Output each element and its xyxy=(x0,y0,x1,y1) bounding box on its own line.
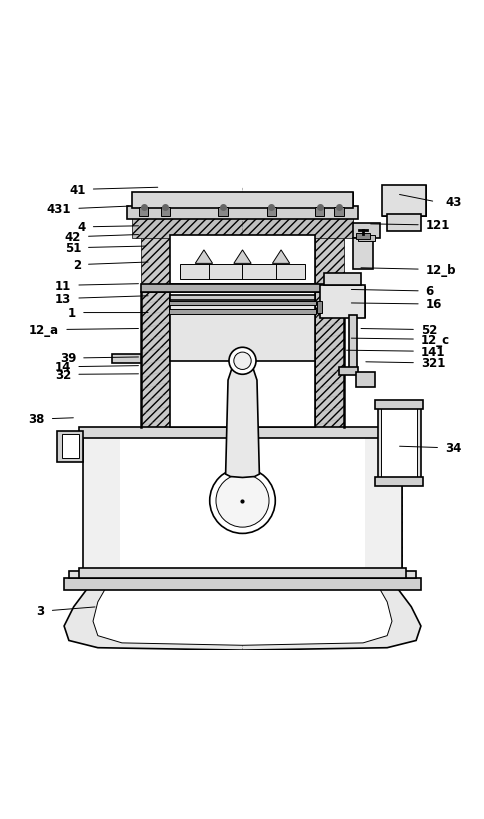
Bar xyxy=(338,367,358,376)
Text: 39: 39 xyxy=(60,352,76,365)
Text: 6: 6 xyxy=(425,285,433,298)
Circle shape xyxy=(209,468,275,534)
Bar xyxy=(374,478,423,486)
Bar xyxy=(333,208,343,217)
Bar xyxy=(69,571,415,578)
Polygon shape xyxy=(64,559,420,650)
Text: 14: 14 xyxy=(55,360,71,373)
Polygon shape xyxy=(195,251,212,264)
Text: 141: 141 xyxy=(420,346,444,358)
Bar xyxy=(320,286,364,318)
Text: 1: 1 xyxy=(68,306,76,319)
Bar xyxy=(180,265,304,279)
Text: 32: 32 xyxy=(55,369,71,382)
Bar xyxy=(131,217,353,238)
Bar xyxy=(78,428,406,438)
Bar xyxy=(314,208,324,217)
Bar xyxy=(381,186,425,217)
Text: 34: 34 xyxy=(444,441,460,455)
Bar xyxy=(160,208,170,217)
Text: 4: 4 xyxy=(77,221,86,234)
Text: 321: 321 xyxy=(420,357,444,369)
Text: 41: 41 xyxy=(69,183,86,197)
Bar xyxy=(314,236,343,284)
Bar xyxy=(83,436,401,571)
Bar xyxy=(355,234,369,240)
Circle shape xyxy=(233,353,251,370)
Bar xyxy=(170,236,314,284)
Bar xyxy=(131,192,353,209)
Bar xyxy=(119,436,365,571)
Bar xyxy=(64,578,420,590)
Polygon shape xyxy=(225,361,259,478)
Bar xyxy=(386,215,420,231)
Bar xyxy=(353,238,372,269)
Text: 13: 13 xyxy=(55,292,71,305)
Bar xyxy=(353,224,379,238)
Bar xyxy=(169,310,315,314)
Bar xyxy=(377,405,420,482)
Bar xyxy=(266,208,276,217)
Polygon shape xyxy=(93,568,391,645)
Bar xyxy=(317,301,321,313)
Text: 52: 52 xyxy=(420,324,437,337)
Bar xyxy=(126,207,358,219)
Text: 38: 38 xyxy=(29,413,45,426)
Bar xyxy=(170,296,314,301)
Bar xyxy=(138,208,148,217)
Bar xyxy=(358,236,374,242)
Bar xyxy=(348,315,357,371)
Text: 43: 43 xyxy=(444,196,460,209)
Bar xyxy=(380,409,416,478)
Circle shape xyxy=(215,474,269,527)
Text: 121: 121 xyxy=(425,219,449,232)
Text: 12_b: 12_b xyxy=(425,264,455,276)
Bar xyxy=(83,436,119,571)
Bar xyxy=(365,436,401,571)
Bar xyxy=(141,293,170,428)
Circle shape xyxy=(228,348,256,375)
Bar xyxy=(57,431,83,463)
Bar xyxy=(381,186,425,217)
Bar xyxy=(61,435,78,459)
Bar xyxy=(319,285,365,319)
Bar xyxy=(374,400,423,410)
Bar xyxy=(169,301,315,306)
Bar xyxy=(218,208,227,217)
Bar xyxy=(78,568,406,578)
Text: 12_c: 12_c xyxy=(420,333,449,346)
Text: 3: 3 xyxy=(37,604,45,618)
Bar xyxy=(141,284,343,293)
Polygon shape xyxy=(233,251,251,264)
Text: 431: 431 xyxy=(47,202,71,215)
Bar xyxy=(355,373,374,388)
Bar xyxy=(141,236,170,284)
Bar xyxy=(112,354,141,364)
Bar xyxy=(170,299,314,361)
Bar xyxy=(314,293,343,428)
Bar xyxy=(170,293,314,428)
Bar xyxy=(131,192,353,209)
Text: 16: 16 xyxy=(425,298,441,311)
Bar xyxy=(354,241,371,268)
Text: 11: 11 xyxy=(55,279,71,292)
Bar xyxy=(324,274,360,285)
Text: 2: 2 xyxy=(73,259,81,272)
Text: 42: 42 xyxy=(64,231,81,243)
Text: 12_a: 12_a xyxy=(29,324,59,337)
Polygon shape xyxy=(272,251,289,264)
Text: 51: 51 xyxy=(64,242,81,255)
